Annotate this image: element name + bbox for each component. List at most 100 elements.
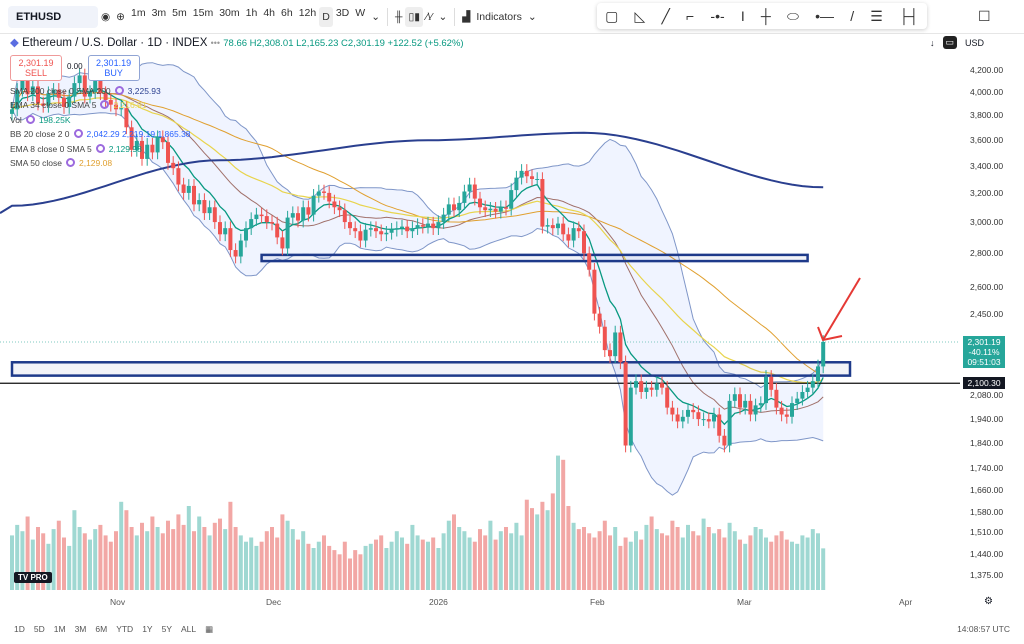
interval-12h[interactable]: 12h [298, 6, 317, 19]
buy-button[interactable]: 2,301.19 BUY [87, 54, 140, 81]
fib-icon[interactable]: ☰ [870, 7, 883, 24]
indicator-row[interactable]: SMA 50 close 2,129.08 [10, 156, 464, 171]
text-cursor-icon[interactable]: I [740, 8, 745, 24]
crosshair-icon[interactable]: ┼ [760, 8, 771, 24]
volume-bar [420, 539, 425, 590]
range-1M[interactable]: 1M [53, 624, 66, 634]
volume-bar [665, 535, 670, 590]
auto-scale-icon[interactable]: ▭ [942, 36, 958, 49]
candle [212, 200, 217, 229]
support-zone[interactable] [10, 361, 852, 377]
currency-select[interactable]: USD [965, 37, 985, 48]
volume-bar [691, 531, 696, 590]
indicator-value: 198.25K [38, 114, 71, 125]
candles-icon[interactable]: ▯▮ [405, 6, 424, 27]
symbol-search[interactable]: ETHUSD [8, 5, 98, 28]
volume-bar [72, 510, 77, 590]
volume-bar [134, 535, 139, 590]
interval-3D[interactable]: 3D [335, 6, 350, 19]
volume-bar [821, 548, 826, 590]
indicators-button[interactable]: Indicators [476, 10, 522, 23]
indicator-row[interactable]: SMA 200 close 0 SMA 200 3,225.93 [10, 84, 464, 99]
interval-1h[interactable]: 1h [245, 6, 258, 19]
chevron-down-icon[interactable]: ⌄ [527, 10, 537, 23]
price-tick: 1,440.00 [970, 548, 1004, 559]
settings-icon[interactable]: ⚙ [984, 596, 993, 607]
candle [727, 394, 732, 453]
interval-15m[interactable]: 15m [192, 6, 214, 19]
horizontal-ray-icon[interactable]: -•- [710, 8, 725, 24]
candle [743, 394, 748, 415]
volume-bar [810, 529, 815, 590]
interval-4h[interactable]: 4h [263, 6, 276, 19]
brush-icon[interactable]: ╱ [661, 7, 670, 24]
candle [363, 222, 368, 248]
fullscreen-icon[interactable]: ☐ [978, 8, 991, 24]
indicators-icon[interactable]: ▟ [462, 10, 471, 23]
price-tick: 4,000.00 [970, 87, 1004, 98]
interval-30m[interactable]: 30m [219, 6, 240, 19]
interval-5m[interactable]: 5m [172, 6, 187, 19]
volume-bar [488, 520, 493, 590]
triangle-icon[interactable]: ◺ [634, 7, 646, 24]
interval-6h[interactable]: 6h [281, 6, 293, 19]
volume-bar [743, 543, 748, 590]
sell-button[interactable]: 2,301.19 SELL [10, 54, 62, 81]
range-YTD[interactable]: YTD [116, 624, 134, 634]
range-6M[interactable]: 6M [95, 624, 108, 634]
indicator-row[interactable]: Vol 198.25K [10, 113, 464, 128]
volume-bar [202, 527, 207, 590]
line-chart-icon[interactable]: ⁄\⁄ [426, 10, 433, 23]
calendar-icon[interactable]: ▦ [205, 623, 214, 634]
candle [675, 407, 680, 429]
support-zone[interactable] [260, 253, 809, 263]
candle [348, 215, 352, 235]
ellipse-icon[interactable]: ⬭ [786, 7, 799, 24]
candle [686, 403, 690, 424]
volume-bar [613, 527, 618, 590]
volume-bar [784, 539, 789, 590]
measure-icon[interactable]: ├┤ [898, 8, 919, 24]
candle [592, 262, 597, 321]
volume-bar [15, 524, 20, 590]
range-3M[interactable]: 3M [74, 624, 87, 634]
scale-controls: ↓ ▭ USD [930, 36, 984, 49]
indicator-row[interactable]: BB 20 close 2 0 2,042.29 2,219.19 1,865.3… [10, 127, 464, 142]
ray-icon[interactable]: •— [815, 8, 835, 24]
range-1D[interactable]: 1D [14, 624, 25, 634]
path-icon[interactable]: ⌐ [686, 8, 695, 24]
volume-bar [670, 520, 675, 590]
arrow-down-icon[interactable]: ↓ [930, 37, 935, 48]
interval-3m[interactable]: 3m [151, 6, 167, 19]
range-1Y[interactable]: 1Y [142, 624, 153, 634]
candle [452, 197, 456, 218]
bar-chart-icon[interactable]: ╫ [395, 10, 403, 23]
interval-W[interactable]: W [355, 6, 366, 19]
chevron-down-icon[interactable]: ⌄ [438, 10, 448, 23]
rectangle-icon[interactable]: ▢ [605, 7, 619, 24]
red-arrow-annotation[interactable] [817, 277, 861, 342]
candle [582, 224, 586, 261]
chevron-down-icon[interactable]: ⌄ [371, 10, 380, 23]
candle [644, 380, 649, 399]
interval-1m[interactable]: 1m [130, 6, 146, 19]
indicator-row[interactable]: EMA 34 close 0 SMA 5 2,216.91 [10, 98, 464, 113]
time-axis[interactable]: Nov Dec 2026 Feb Mar Apr [0, 594, 1024, 612]
eye-icon[interactable]: ◉ [101, 10, 111, 23]
volume-bar [82, 533, 87, 590]
volume-bar [717, 529, 722, 590]
range-5D[interactable]: 5D [33, 624, 45, 634]
trend-line-icon[interactable]: / [850, 8, 855, 24]
interval-D[interactable]: D [319, 6, 333, 27]
indicator-row[interactable]: EMA 8 close 0 SMA 5 2,129.98 [10, 142, 464, 157]
compare-add-icon[interactable]: ⊕ [116, 10, 125, 23]
price-axis[interactable]: 4,200.00 4,000.00 3,800.00 3,600.00 3,400.00… [960, 34, 1024, 594]
range-ALL[interactable]: ALL [181, 624, 197, 634]
volume-bar [805, 537, 810, 590]
candle [498, 200, 503, 219]
range-5Y[interactable]: 5Y [161, 624, 172, 634]
price-chart[interactable] [0, 34, 960, 594]
candle [197, 193, 202, 212]
more-icon[interactable]: ••• [210, 38, 221, 48]
volume-bar [571, 522, 576, 590]
